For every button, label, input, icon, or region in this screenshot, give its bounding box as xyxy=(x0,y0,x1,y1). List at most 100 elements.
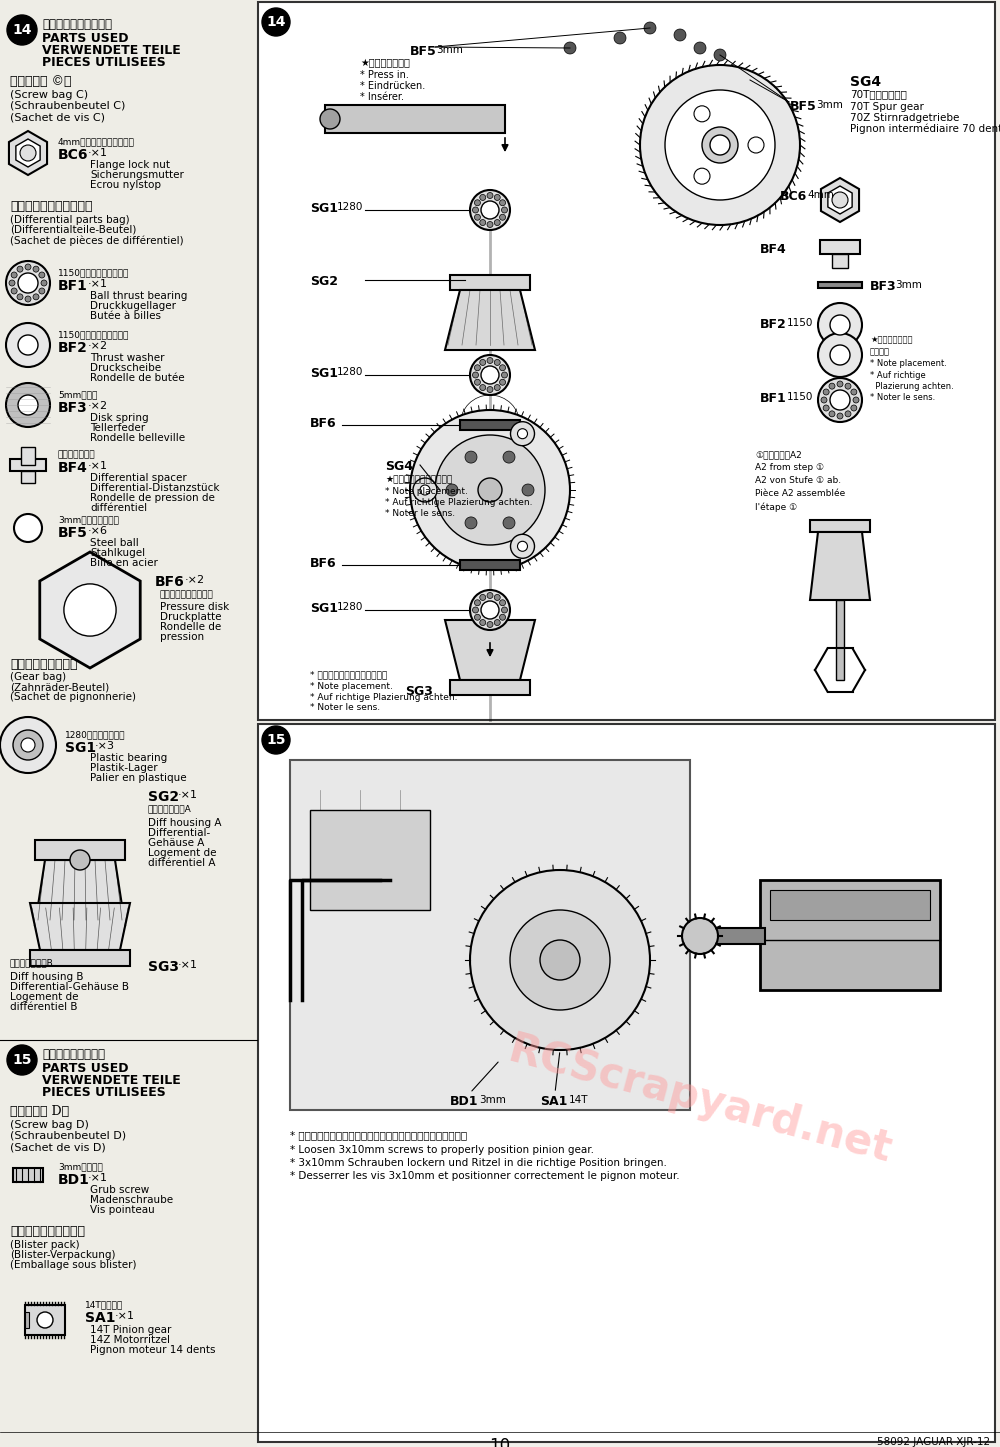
Circle shape xyxy=(13,729,43,760)
Circle shape xyxy=(470,355,510,395)
Circle shape xyxy=(11,288,17,294)
Text: 1280: 1280 xyxy=(337,203,363,213)
Circle shape xyxy=(710,135,730,155)
Circle shape xyxy=(500,599,506,606)
Text: 3mm: 3mm xyxy=(895,281,922,289)
Text: * Noter le sens.: * Noter le sens. xyxy=(870,394,935,402)
Bar xyxy=(700,928,765,943)
Text: ·×1: ·×1 xyxy=(88,148,108,158)
Text: Pignon intermédiaire 70 dents: Pignon intermédiaire 70 dents xyxy=(850,124,1000,135)
Text: * Auf richtige Plazierung achten.: * Auf richtige Plazierung achten. xyxy=(385,498,532,506)
Polygon shape xyxy=(40,551,140,669)
Text: SG4: SG4 xyxy=(850,75,881,90)
Text: PIECES UTILISEES: PIECES UTILISEES xyxy=(42,1087,166,1100)
Bar xyxy=(21,447,35,464)
Circle shape xyxy=(682,917,718,954)
Circle shape xyxy=(480,595,486,601)
Circle shape xyxy=(830,344,850,365)
Circle shape xyxy=(500,200,506,205)
Text: 14T: 14T xyxy=(569,1095,588,1106)
Circle shape xyxy=(480,385,486,391)
Text: Rondelle de butée: Rondelle de butée xyxy=(90,373,185,383)
Text: (Sachet de vis C): (Sachet de vis C) xyxy=(10,111,105,122)
Circle shape xyxy=(494,595,500,601)
Text: ★押し込みます。: ★押し込みます。 xyxy=(360,58,410,68)
Text: ·×1: ·×1 xyxy=(88,462,108,472)
Circle shape xyxy=(830,391,850,410)
Circle shape xyxy=(518,541,528,551)
Circle shape xyxy=(494,194,500,201)
Text: Rondelle belleville: Rondelle belleville xyxy=(90,433,185,443)
Circle shape xyxy=(494,359,500,366)
Bar xyxy=(0,0,257,1447)
Circle shape xyxy=(262,9,290,36)
Bar xyxy=(21,472,35,483)
Text: (Differentialteile-Beutel): (Differentialteile-Beutel) xyxy=(10,224,136,234)
Text: Plazierung achten.: Plazierung achten. xyxy=(870,382,954,391)
Circle shape xyxy=(14,514,42,543)
Text: Grub screw: Grub screw xyxy=(90,1185,149,1195)
Text: Differential-Distanzstück: Differential-Distanzstück xyxy=(90,483,220,493)
Text: Pressure disk: Pressure disk xyxy=(160,602,229,612)
Bar xyxy=(450,680,530,695)
Bar xyxy=(310,810,430,910)
Circle shape xyxy=(473,372,479,378)
Text: 70Z Stirnradgetriebe: 70Z Stirnradgetriebe xyxy=(850,113,959,123)
Text: Diff housing B: Diff housing B xyxy=(10,972,84,983)
Text: （ビス袋詰 ©）: （ビス袋詰 ©） xyxy=(10,75,72,88)
Text: ·×2: ·×2 xyxy=(185,574,205,585)
Text: SG1: SG1 xyxy=(310,203,338,216)
Bar xyxy=(460,420,520,430)
Text: * Noter le sens.: * Noter le sens. xyxy=(385,509,455,518)
Text: 3mm: 3mm xyxy=(436,45,463,55)
Circle shape xyxy=(481,601,499,619)
Text: BD1: BD1 xyxy=(58,1174,90,1187)
Text: Rondelle de pression de: Rondelle de pression de xyxy=(90,493,215,504)
Bar xyxy=(35,841,125,860)
Circle shape xyxy=(837,381,843,386)
Circle shape xyxy=(70,849,90,870)
Text: 3mmイモネジ: 3mmイモネジ xyxy=(58,1162,103,1171)
Text: * Noter le sens.: * Noter le sens. xyxy=(310,703,380,712)
Text: (Schraubenbeutel C): (Schraubenbeutel C) xyxy=(10,101,125,111)
Circle shape xyxy=(474,365,480,370)
Circle shape xyxy=(522,483,534,496)
Circle shape xyxy=(851,405,857,411)
Text: BD1: BD1 xyxy=(450,1095,479,1108)
Text: (Screw bag C): (Screw bag C) xyxy=(10,90,88,100)
Polygon shape xyxy=(828,187,852,214)
Text: * Note placement.: * Note placement. xyxy=(310,682,393,692)
Text: * Auf richtige Plazierung achten.: * Auf richtige Plazierung achten. xyxy=(310,693,458,702)
Text: BF4: BF4 xyxy=(760,243,787,256)
Text: BF5: BF5 xyxy=(410,45,437,58)
Text: * Insérer.: * Insérer. xyxy=(360,93,404,101)
Text: (Zahnräder-Beutel): (Zahnräder-Beutel) xyxy=(10,682,109,692)
Text: * Note placement.: * Note placement. xyxy=(870,359,947,368)
Text: Diff housing A: Diff housing A xyxy=(148,818,222,828)
Polygon shape xyxy=(35,860,125,925)
Circle shape xyxy=(853,396,859,404)
Text: 14T Pinion gear: 14T Pinion gear xyxy=(90,1325,171,1336)
Circle shape xyxy=(818,378,862,423)
Circle shape xyxy=(474,599,480,606)
Circle shape xyxy=(18,336,38,355)
Circle shape xyxy=(694,168,710,184)
Text: différentiel A: différentiel A xyxy=(148,858,216,868)
Bar xyxy=(325,106,505,133)
Text: 15: 15 xyxy=(12,1053,32,1066)
Circle shape xyxy=(714,49,726,61)
Circle shape xyxy=(644,22,656,33)
Text: 1150: 1150 xyxy=(787,392,813,402)
Text: (Blister-Verpackung): (Blister-Verpackung) xyxy=(10,1250,116,1260)
Bar xyxy=(450,275,530,289)
Circle shape xyxy=(473,207,479,213)
Text: * 3x10mm Schrauben lockern und Ritzel in die richtige Position bringen.: * 3x10mm Schrauben lockern und Ritzel in… xyxy=(290,1158,667,1168)
Circle shape xyxy=(640,65,800,224)
Circle shape xyxy=(518,428,528,438)
Circle shape xyxy=(6,383,50,427)
Circle shape xyxy=(511,421,534,446)
Text: * Press in.: * Press in. xyxy=(360,69,409,80)
Text: ·×2: ·×2 xyxy=(88,341,108,352)
Text: Flange lock nut: Flange lock nut xyxy=(90,161,170,169)
Circle shape xyxy=(21,738,35,752)
